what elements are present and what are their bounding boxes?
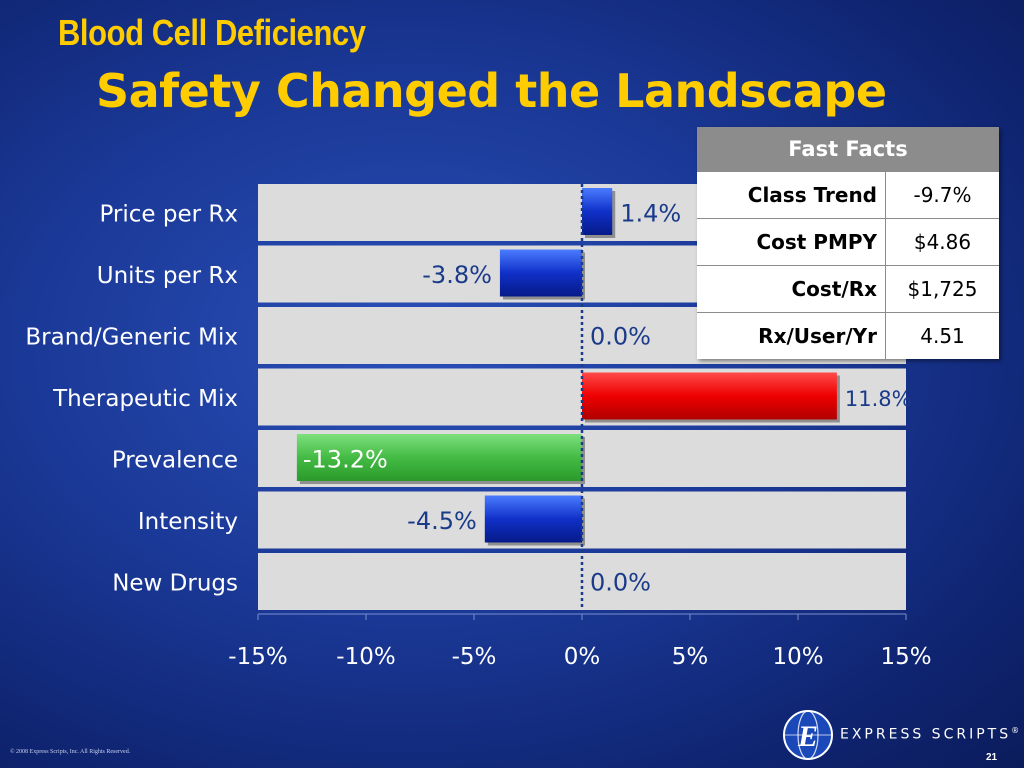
x-tick-label: -5% [452, 644, 497, 670]
fact-value: $1,725 [885, 265, 999, 313]
category-label: Price per Rx [99, 202, 238, 228]
data-label: 1.4% [620, 200, 681, 228]
data-label: 11.8% [845, 387, 912, 411]
category-label: Brand/Generic Mix [25, 325, 238, 351]
bar [582, 188, 613, 235]
express-scripts-logo: E EXPRESS SCRIPTS® [782, 706, 1019, 762]
fact-label: Cost PMPY [697, 218, 886, 266]
fact-label: Class Trend [697, 171, 886, 219]
x-tick-label: -10% [336, 644, 395, 670]
x-tick-label: 5% [672, 644, 709, 670]
globe-logo-icon: E [783, 710, 833, 760]
x-tick-label: 10% [772, 644, 823, 670]
category-label: Prevalence [112, 448, 238, 474]
bar [484, 495, 582, 543]
slide-subtitle: Safety Changed the Landscape [96, 64, 887, 118]
slide-title: Blood Cell Deficiency [58, 12, 366, 53]
fact-value: -9.7% [885, 171, 999, 219]
logo-text: EXPRESS SCRIPTS® [840, 726, 1020, 743]
x-tick-label: 15% [880, 644, 931, 670]
data-label: 0.0% [590, 569, 651, 597]
fact-value: $4.86 [885, 218, 999, 266]
x-tick-label: 0% [564, 644, 601, 670]
category-label: Units per Rx [97, 263, 238, 289]
table-row: Class Trend -9.7% [697, 171, 999, 219]
fast-facts-header: Fast Facts [697, 127, 999, 172]
category-label: Intensity [138, 509, 238, 535]
data-label: -4.5% [407, 507, 477, 535]
data-label: 0.0% [590, 323, 651, 351]
fact-value: 4.51 [885, 312, 999, 359]
fact-label: Cost/Rx [697, 265, 886, 313]
data-label: -13.2% [303, 446, 388, 474]
fact-label: Rx/User/Yr [697, 312, 886, 359]
table-row: Rx/User/Yr 4.51 [697, 312, 999, 359]
data-label: -3.8% [422, 261, 492, 289]
x-tick-label: -15% [228, 644, 287, 670]
table-row: Cost PMPY $4.86 [697, 218, 999, 266]
page-number: 21 [986, 752, 998, 763]
category-label: New Drugs [112, 571, 238, 597]
table-row: Cost/Rx $1,725 [697, 265, 999, 313]
svg-text:E: E [797, 720, 818, 753]
copyright-footer: © 2008 Express Scripts, Inc. All Rights … [10, 749, 131, 755]
bar [499, 249, 582, 297]
bar [582, 372, 837, 420]
fast-facts-table: Fast Facts Class Trend -9.7% Cost PMPY $… [697, 127, 999, 359]
category-label: Therapeutic Mix [52, 386, 238, 412]
bar [296, 434, 582, 481]
